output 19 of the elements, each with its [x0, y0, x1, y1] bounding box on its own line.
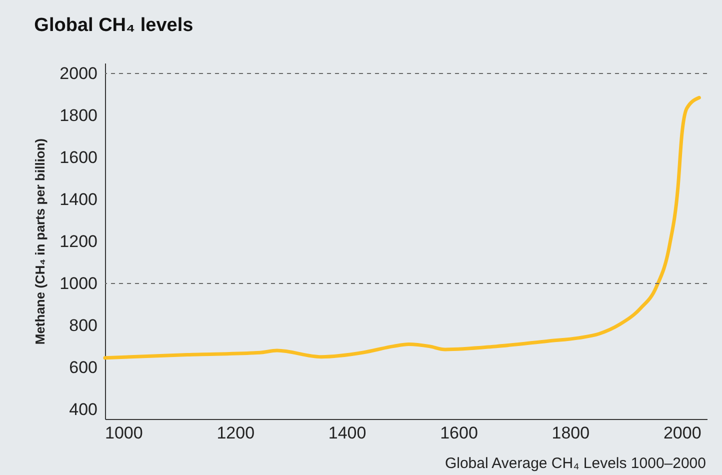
y-tick-label: 600: [69, 358, 98, 378]
x-tick-label: 1200: [216, 424, 255, 442]
x-tick-label: 1400: [328, 424, 366, 442]
line-series: [103, 96, 701, 360]
y-tick-label: 1200: [60, 232, 98, 252]
y-tick-label: 2000: [60, 64, 98, 83]
x-tick-label: 1000: [105, 424, 143, 442]
x-tick-label: 1600: [440, 424, 478, 442]
y-tick-label: 400: [69, 400, 98, 420]
x-tick-label: 2000: [663, 424, 702, 442]
text: Global Average CH₄ Levels 1000–2000: [444, 455, 706, 472]
y-axis-title: Methane (CH₄ in parts per billion): [32, 138, 48, 345]
x-tick-label: 1800: [552, 424, 590, 442]
y-tick-label: 1800: [60, 106, 98, 126]
chart-title: Global CH₄ levels: [34, 15, 194, 36]
y-tick-label: 1600: [60, 148, 98, 168]
y-tick-label: 800: [69, 316, 98, 336]
y-tick-label: 1000: [60, 274, 98, 294]
y-tick-label: 1400: [60, 190, 98, 210]
